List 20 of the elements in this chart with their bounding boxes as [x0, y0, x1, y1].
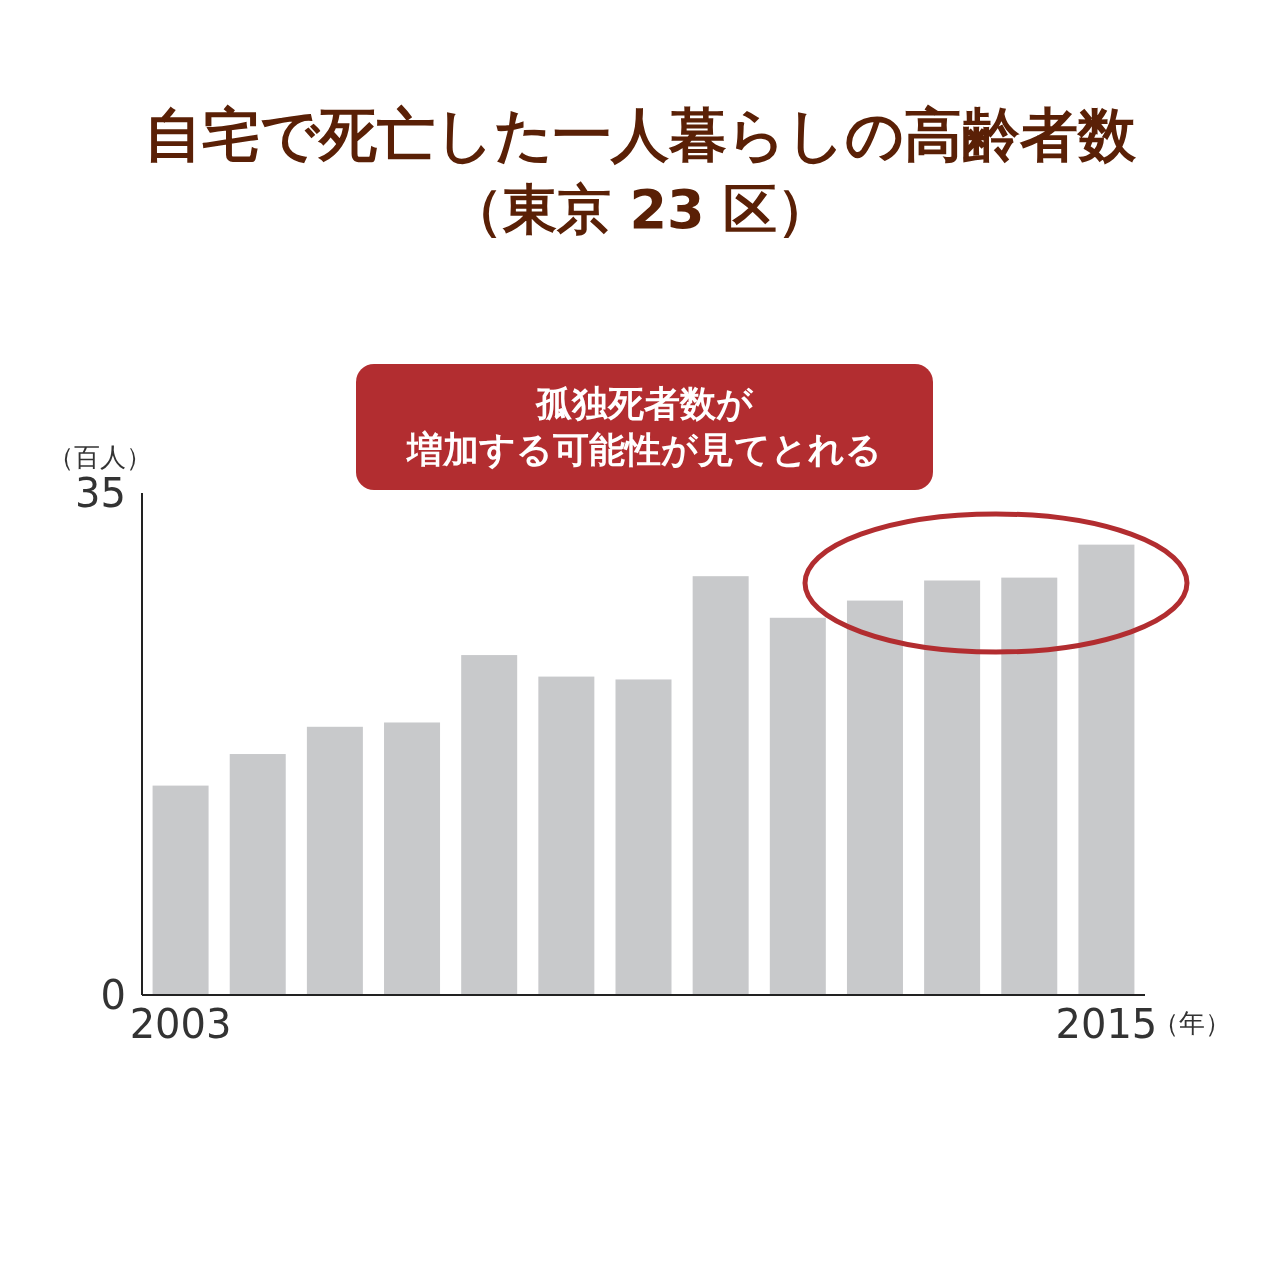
chart-title: 自宅で死亡した一人暮らしの高齢者数	[144, 101, 1137, 169]
bar	[846, 600, 903, 995]
bar	[692, 576, 749, 995]
bar	[538, 676, 595, 995]
annotation-box: 孤独死者数が 増加する可能性が見てとれる	[356, 364, 933, 490]
y-tick-label: 0	[100, 972, 126, 1018]
bar	[1001, 577, 1058, 995]
chart-subtitle: （東京 23 区）	[448, 178, 832, 241]
bar	[1078, 544, 1135, 995]
bar	[769, 617, 826, 995]
bar	[306, 726, 363, 995]
bar	[384, 722, 441, 995]
bar	[615, 679, 672, 995]
bar	[461, 655, 518, 995]
y-axis-title: （百人）	[48, 442, 152, 472]
x-tick-label: 2003	[129, 1001, 232, 1047]
bar	[924, 580, 981, 995]
bar	[152, 785, 209, 995]
y-tick-label: 35	[75, 470, 126, 516]
bar	[229, 754, 286, 995]
